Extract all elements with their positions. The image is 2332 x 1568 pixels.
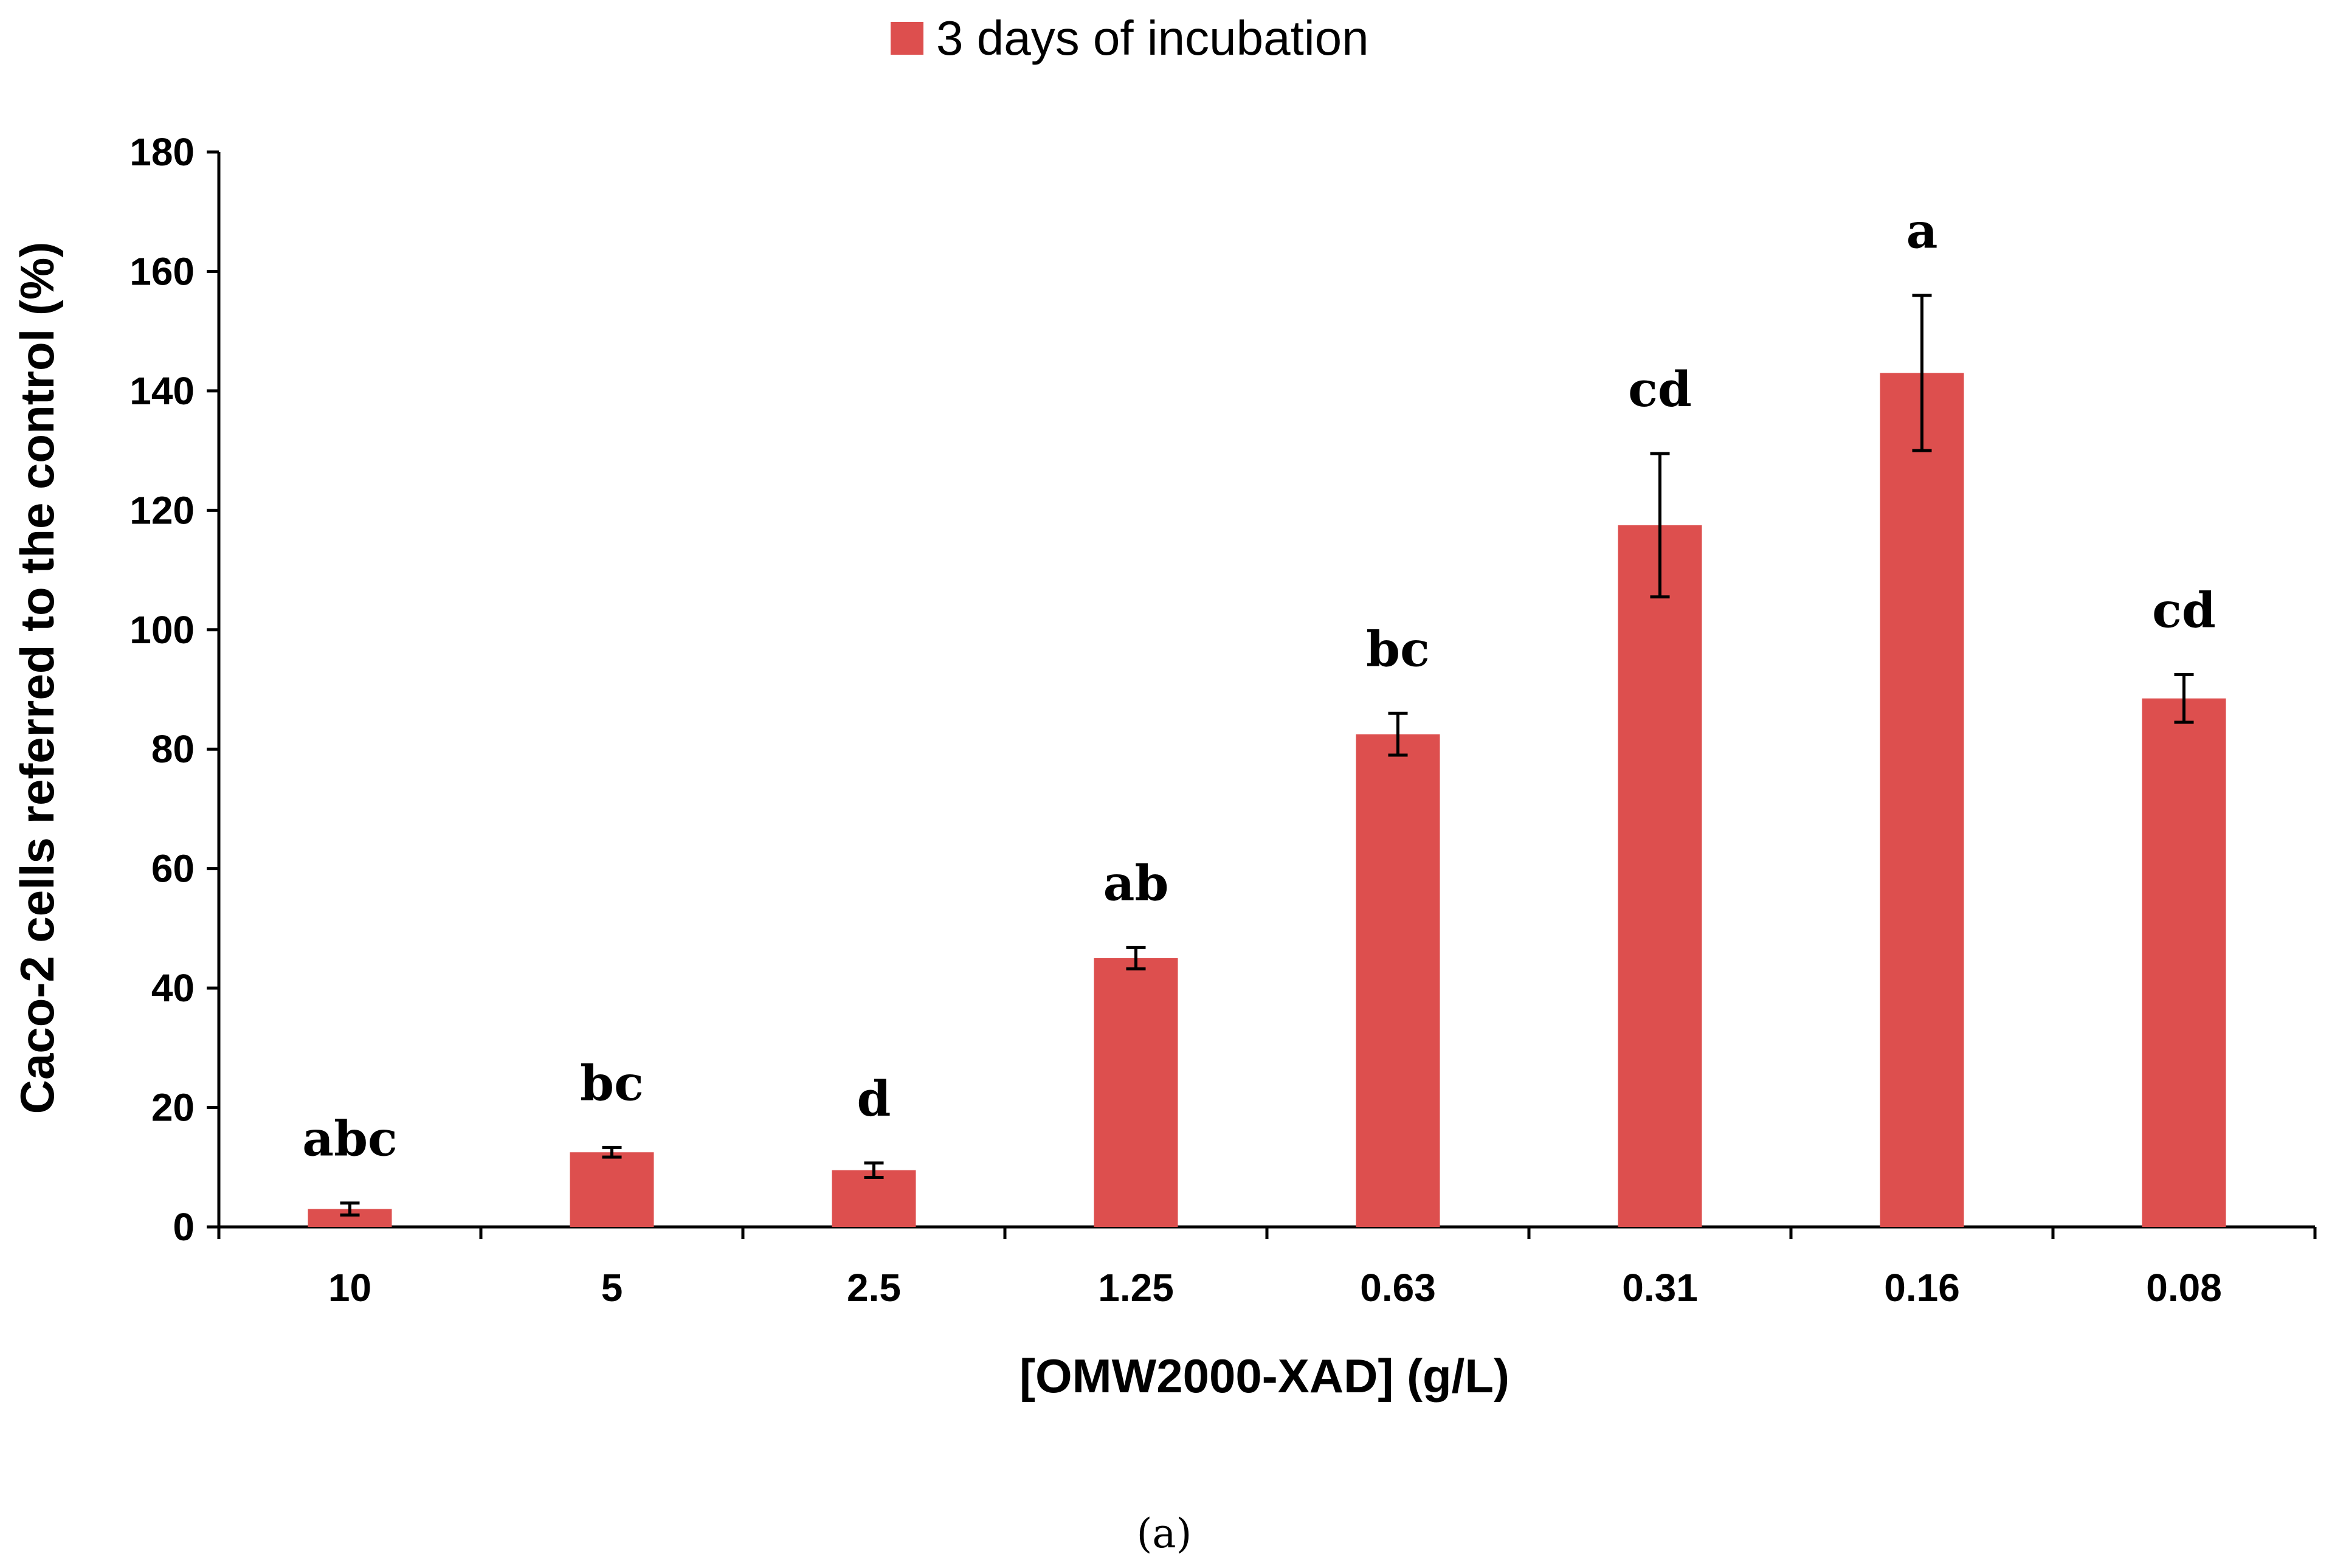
significance-label: a xyxy=(1906,202,1938,260)
x-tick-label: 0.63 xyxy=(1360,1266,1436,1310)
x-tick-label: 2.5 xyxy=(847,1266,901,1310)
x-tick-label: 0.31 xyxy=(1622,1266,1698,1310)
y-tick-label: 80 xyxy=(151,727,195,771)
y-tick-label: 120 xyxy=(129,488,195,532)
y-tick-label: 140 xyxy=(129,369,195,413)
x-axis-title: [OMW2000-XAD] (g/L) xyxy=(1019,1349,1509,1403)
significance-label: ab xyxy=(1103,854,1169,911)
y-tick-label: 20 xyxy=(151,1086,195,1130)
x-tick-label: 5 xyxy=(601,1266,623,1310)
x-tick-label: 0.16 xyxy=(1884,1266,1960,1310)
significance-label: cd xyxy=(2152,581,2216,638)
plot-area: 020406080100120140160180abc10bc5d2.5ab1.… xyxy=(129,130,2317,1310)
bar xyxy=(2142,698,2226,1227)
y-tick-label: 60 xyxy=(151,847,195,891)
x-tick-label: 0.08 xyxy=(2146,1266,2222,1310)
bar xyxy=(832,1170,916,1227)
bar xyxy=(1880,373,1964,1227)
bar xyxy=(1356,734,1440,1227)
y-tick-label: 40 xyxy=(151,966,195,1010)
y-axis-title: Caco-2 cells referred to the control (%) xyxy=(10,242,64,1114)
legend: 3 days of incubation xyxy=(891,11,1369,65)
x-tick-label: 1.25 xyxy=(1098,1266,1174,1310)
figure-caption: (a) xyxy=(1137,1510,1192,1557)
bar xyxy=(1094,958,1178,1227)
significance-label: cd xyxy=(1628,361,1692,418)
significance-label: bc xyxy=(580,1054,644,1111)
y-tick-label: 160 xyxy=(129,249,195,293)
significance-label: abc xyxy=(302,1110,397,1167)
x-tick-label: 10 xyxy=(328,1266,371,1310)
legend-label: 3 days of incubation xyxy=(936,11,1369,65)
significance-label: d xyxy=(857,1070,891,1127)
y-tick-label: 180 xyxy=(129,130,195,174)
bar xyxy=(570,1152,654,1227)
y-tick-label: 100 xyxy=(129,608,195,652)
legend-swatch xyxy=(891,22,923,55)
significance-label: bc xyxy=(1366,620,1430,677)
bar xyxy=(1618,525,1702,1227)
y-tick-label: 0 xyxy=(173,1205,195,1249)
